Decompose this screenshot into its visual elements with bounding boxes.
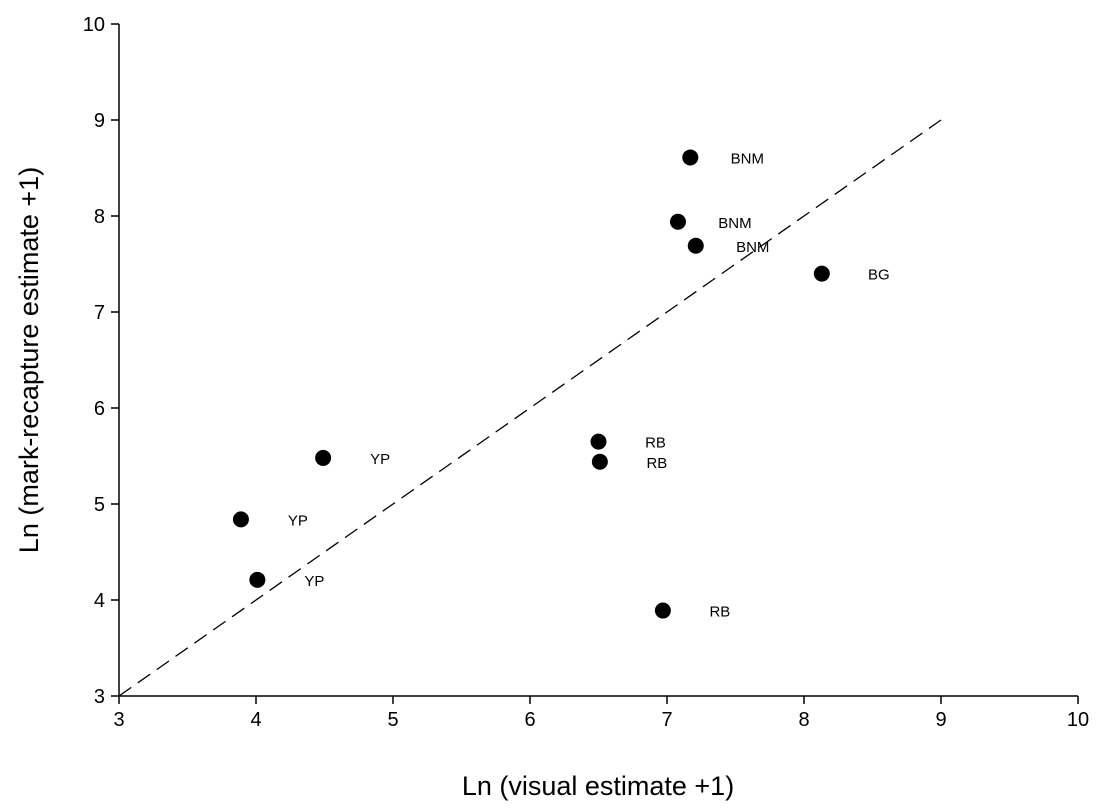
y-tick-label: 7: [94, 302, 105, 324]
data-point: [591, 453, 608, 470]
point-label: YP: [304, 573, 324, 590]
point-label: RB: [646, 455, 667, 472]
point-label: BG: [868, 267, 890, 284]
data-point: [813, 265, 830, 282]
x-tick-label: 5: [387, 709, 398, 731]
x-tick-label: 7: [661, 709, 672, 731]
point-label: YP: [370, 451, 390, 468]
reference-line: [118, 119, 942, 697]
x-tick-label: 9: [935, 709, 946, 731]
data-point: [682, 149, 699, 166]
data-point: [687, 237, 704, 254]
y-tick-label: 9: [94, 110, 105, 132]
data-point: [669, 213, 686, 230]
point-label: RB: [645, 435, 666, 452]
data-point: [590, 433, 607, 450]
y-axis-title: Ln (mark-recapture estimate +1): [14, 167, 44, 553]
plot-layer: 3 4 5 6 7 8 9 10 3 4 5 6 7 8 9 10 BNM BNM BNM BG RB RB RB YP YP Y…: [83, 14, 1089, 731]
data-point: [232, 511, 249, 528]
y-tick-label: 8: [94, 206, 105, 228]
x-axis-title: Ln (visual estimate +1): [462, 771, 734, 801]
y-tick-label: 5: [94, 494, 105, 516]
y-tick-label: 10: [83, 14, 105, 36]
data-point: [654, 602, 671, 619]
point-label: BNM: [731, 150, 764, 167]
data-point: [249, 571, 266, 588]
y-tick-label: 6: [94, 398, 105, 420]
y-tick-label: 4: [94, 590, 105, 612]
y-tick-label: 3: [94, 686, 105, 708]
point-label: BNM: [718, 215, 751, 232]
x-tick-label: 4: [250, 709, 261, 731]
x-tick-label: 6: [524, 709, 535, 731]
point-label: RB: [709, 604, 730, 621]
x-tick-label: 3: [113, 709, 124, 731]
point-label: YP: [288, 512, 308, 529]
x-tick-label: 10: [1067, 709, 1089, 731]
data-point: [315, 449, 332, 466]
x-tick-label: 8: [798, 709, 809, 731]
point-label: BNM: [736, 239, 769, 256]
